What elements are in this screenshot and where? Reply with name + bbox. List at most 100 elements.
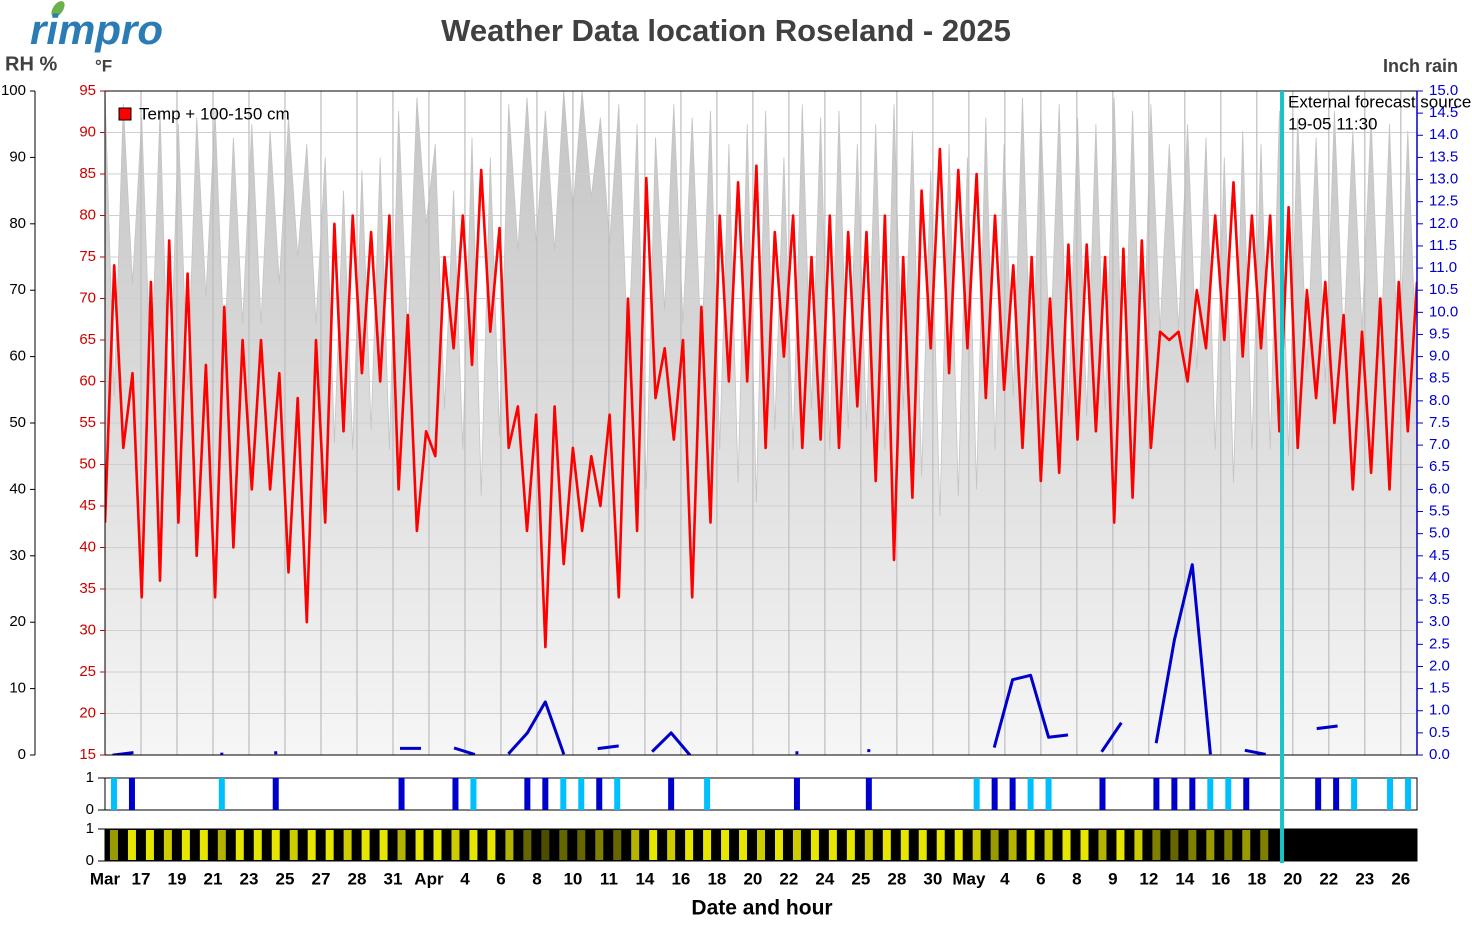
sunlight-tick-label: 1 <box>86 820 94 837</box>
y2-tick-label: 5.5 <box>1429 503 1450 520</box>
wetness-bar <box>1171 778 1178 810</box>
y2-tick-label: 11.5 <box>1429 237 1457 254</box>
x-tick-label: 19 <box>168 869 187 888</box>
wetness-bar <box>218 778 225 810</box>
x-tick-label: Mar <box>90 869 121 888</box>
y-tick-label: 80 <box>79 206 96 223</box>
sunlight-bar <box>541 830 550 860</box>
sunlight-bar <box>1404 830 1412 860</box>
x-tick-label: 14 <box>1175 869 1194 888</box>
x-tick-label: 4 <box>460 869 470 888</box>
sunlight-bar <box>469 830 478 860</box>
wetness-bar <box>560 778 567 810</box>
wetness-bar <box>865 778 872 810</box>
sunlight-bar <box>1062 830 1071 860</box>
wetness-bar <box>614 778 621 810</box>
sunlight-bar <box>505 830 514 860</box>
y-tick-label: 20 <box>79 704 96 721</box>
rh-axis-title: RH % <box>5 53 57 75</box>
rh-tick-label: 70 <box>9 281 26 298</box>
rh-tick-label: 10 <box>9 680 26 697</box>
sunlight-bar <box>1008 830 1017 860</box>
sunlight-bar <box>721 830 730 860</box>
y-tick-label: 50 <box>79 455 96 472</box>
wetness-bar <box>973 778 980 810</box>
chart-title: Weather Data location Roseland - 2025 <box>441 13 1011 48</box>
x-tick-label: 20 <box>743 869 762 888</box>
y2-tick-label: 9.0 <box>1429 348 1450 365</box>
wetness-bar <box>1387 778 1394 810</box>
sunlight-bar <box>1224 830 1233 860</box>
wetness-bar <box>668 778 675 810</box>
x-tick-label: 26 <box>1391 869 1410 888</box>
y-tick-label: 75 <box>79 248 96 265</box>
sunlight-bar <box>415 830 424 860</box>
rh-tick-label: 40 <box>9 480 26 497</box>
wetness-bar <box>1099 778 1106 810</box>
x-tick-label: 24 <box>815 869 834 888</box>
sunlight-bar <box>1260 830 1269 860</box>
x-tick-label: 30 <box>923 869 942 888</box>
x-tick-label: 22 <box>779 869 798 888</box>
wetness-bar <box>1333 778 1340 810</box>
wetness-bar <box>1405 778 1412 810</box>
y-tick-label: 65 <box>79 331 96 348</box>
wetness-bar <box>524 778 531 810</box>
wetness-bar <box>542 778 549 810</box>
sunlight-bar <box>972 830 981 860</box>
x-tick-label: 9 <box>1108 869 1117 888</box>
wetness-bar <box>272 778 279 810</box>
y2-tick-label: 8.5 <box>1429 370 1450 387</box>
sunlight-bar <box>792 830 801 860</box>
sunlight-bar <box>595 830 604 860</box>
sunlight-bar <box>307 830 316 860</box>
y-tick-label: 60 <box>79 372 96 389</box>
y-tick-label: 95 <box>79 82 96 99</box>
y2-tick-label: 1.0 <box>1429 702 1450 719</box>
sunlight-bar <box>109 830 118 860</box>
x-tick-label: 6 <box>1036 869 1045 888</box>
sunlight-bar <box>900 830 909 860</box>
x-tick-label: 20 <box>1283 869 1302 888</box>
wetness-tick-label: 0 <box>86 801 94 818</box>
x-tick-label: 8 <box>532 869 541 888</box>
sunlight-bar <box>271 830 280 860</box>
wetness-bar <box>793 778 800 810</box>
x-tick-label: 23 <box>240 869 259 888</box>
x-tick-label: 17 <box>132 869 151 888</box>
sunlight-bar <box>343 830 352 860</box>
x-tick-label: 28 <box>887 869 906 888</box>
wetness-bar <box>1351 778 1358 810</box>
x-tick-label: 8 <box>1072 869 1081 888</box>
x-tick-label: 18 <box>1247 869 1266 888</box>
sunlight-bar <box>577 830 586 860</box>
wetness-bar <box>1225 778 1232 810</box>
temp-line <box>105 147 1417 649</box>
sunlight-bar <box>703 830 712 860</box>
sunlight-bar <box>397 830 406 860</box>
x-tick-label: 10 <box>563 869 582 888</box>
sunlight-bar <box>127 830 136 860</box>
wetness-bar <box>128 778 135 810</box>
sunlight-bar <box>379 830 388 860</box>
forecast-time: 19-05 11:30 <box>1288 114 1377 133</box>
sunlight-bar <box>289 830 298 860</box>
rh-tick-label: 50 <box>9 414 26 431</box>
y2-tick-label: 11.0 <box>1429 259 1457 276</box>
sunlight-bar <box>739 830 748 860</box>
wetness-bar <box>596 778 603 810</box>
y2-tick-label: 13.5 <box>1429 148 1458 165</box>
y2-axis-title: Inch rain <box>1383 56 1458 76</box>
x-tick-label: 31 <box>383 869 402 888</box>
y2-tick-label: 3.5 <box>1429 591 1450 608</box>
sunlight-bar <box>1242 830 1251 860</box>
sunlight-bar <box>954 830 963 860</box>
legend-label: Temp + 100-150 cm <box>139 104 290 123</box>
x-tick-label: 11 <box>600 869 618 888</box>
x-tick-label: 6 <box>496 869 505 888</box>
plot-layer <box>105 91 1417 755</box>
sunlight-bar <box>253 830 262 860</box>
y-tick-label: 90 <box>79 123 96 140</box>
